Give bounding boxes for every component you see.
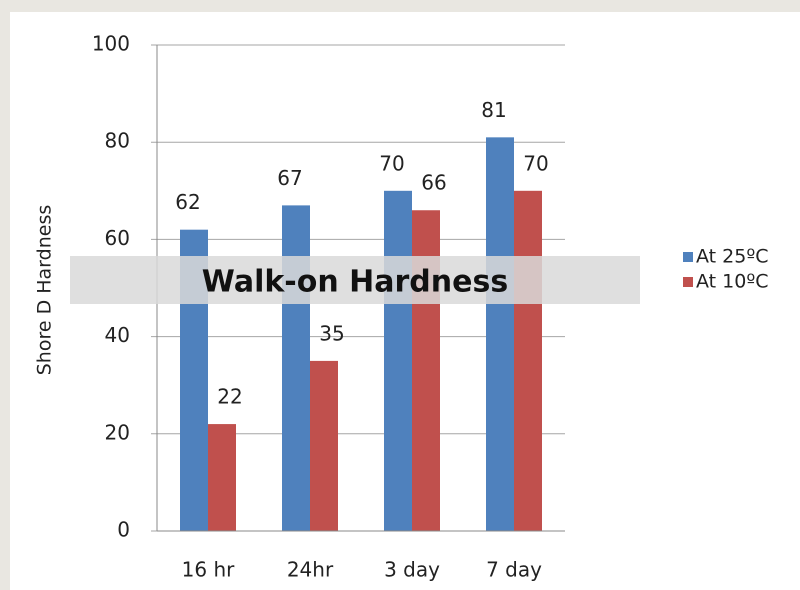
data-label: 66 [421,171,446,195]
legend-swatch [683,277,693,287]
data-label: 70 [523,151,548,175]
legend-label: At 25ºC [696,246,769,268]
data-label: 22 [217,385,242,409]
bar [384,190,412,532]
bar [282,205,310,531]
data-label: 67 [277,166,302,190]
y-axis-label: Shore D Hardness [34,205,56,376]
bar [486,137,514,531]
x-tick-label: 16 hr [182,558,235,582]
y-tick-label: 0 [117,518,130,542]
data-label: 70 [379,151,404,175]
x-tick-label: 7 day [486,558,542,582]
annotation: Walk-on Hardness [202,265,508,300]
y-tick-label: 80 [105,129,130,153]
legend-label: At 10ºC [696,271,769,293]
data-label: 35 [319,321,344,345]
bar [514,190,542,532]
bar [310,360,338,531]
data-label: 81 [481,98,506,122]
legend-swatch [683,252,693,262]
y-tick-label: 20 [105,420,130,444]
y-tick-label: 60 [105,226,130,250]
x-tick-label: 24hr [287,558,334,582]
x-tick-label: 3 day [384,558,440,582]
annotation-band [70,256,640,304]
y-tick-label: 40 [105,323,130,347]
data-label: 62 [175,190,200,214]
y-tick-label: 100 [92,32,130,56]
bar [208,424,236,531]
